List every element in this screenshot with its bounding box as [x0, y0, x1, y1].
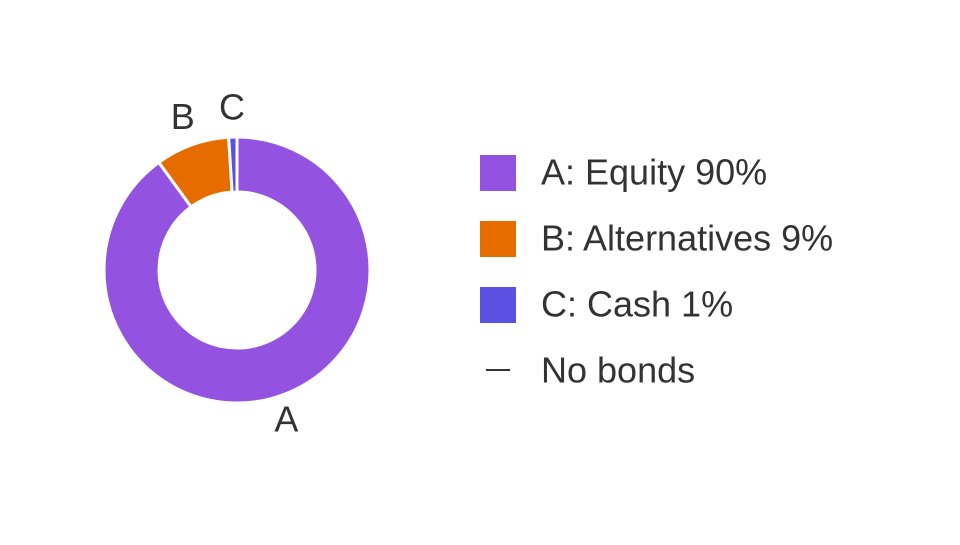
legend-text: C: Cash 1% — [541, 284, 733, 325]
slice-label: B — [171, 96, 195, 137]
legend-swatch — [480, 155, 516, 191]
slice — [102, 135, 372, 405]
legend-text: B: Alternatives 9% — [541, 218, 833, 259]
slice-label: A — [274, 399, 298, 440]
legend-text: A: Equity 90% — [541, 152, 767, 193]
legend-note: No bonds — [541, 350, 695, 391]
legend-swatch — [480, 221, 516, 257]
slice-label: C — [219, 87, 245, 128]
legend-swatch — [480, 287, 516, 323]
slice — [227, 135, 239, 194]
